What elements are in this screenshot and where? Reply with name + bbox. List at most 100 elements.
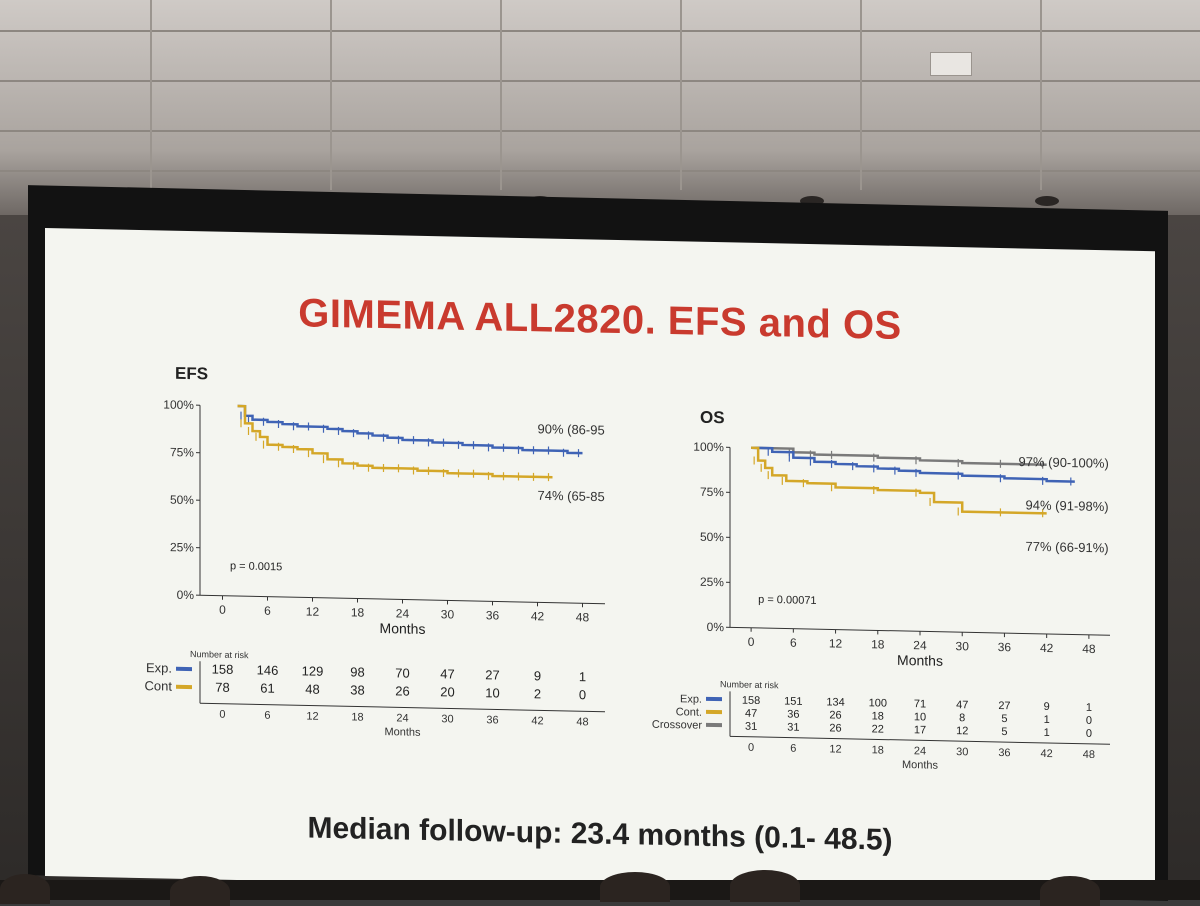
risk-table-axis (200, 703, 605, 711)
risk-table-tick-label: 30 (956, 746, 968, 758)
survival-estimate-label: 97% (90-100%) (1019, 454, 1109, 471)
risk-count: 146 (257, 662, 279, 677)
survival-estimate-label: 94% (91-98%) (1026, 497, 1109, 514)
risk-count: 5 (1001, 713, 1007, 725)
risk-count: 1 (1044, 727, 1050, 739)
risk-count: 8 (959, 712, 965, 724)
survival-estimate-label: 77% (66-91%) (1026, 539, 1109, 556)
risk-count: 151 (784, 695, 802, 707)
risk-row-label: Cont (145, 678, 173, 694)
risk-table-tick-label: 42 (1041, 748, 1053, 760)
risk-count: 100 (869, 697, 887, 709)
risk-count: 20 (440, 684, 454, 699)
ceiling-light (1035, 196, 1059, 206)
risk-row-label: Crossover (652, 719, 702, 732)
x-tick-label: 30 (956, 639, 970, 653)
x-axis-title: Months (380, 620, 426, 637)
risk-count: 27 (485, 667, 499, 682)
risk-count: 47 (745, 708, 757, 720)
os-panel-title: OS (700, 408, 725, 429)
x-tick-label: 36 (998, 640, 1012, 654)
ceiling-tile-line (0, 30, 1200, 32)
risk-count: 129 (302, 663, 324, 678)
x-tick-label: 18 (351, 605, 365, 619)
survival-estimate-label: 74% (65-85%) (538, 488, 606, 505)
risk-count: 31 (745, 721, 757, 733)
y-tick-label: 50% (700, 530, 724, 545)
ceiling-tile-line (0, 80, 1200, 82)
km-curve-crossover (751, 448, 1047, 465)
risk-count: 48 (305, 681, 319, 696)
risk-row-label: Exp. (680, 693, 702, 705)
risk-table-tick-label: 6 (264, 710, 270, 722)
risk-count: 36 (787, 709, 799, 721)
risk-count: 27 (998, 700, 1010, 712)
risk-table-tick-label: 24 (396, 712, 408, 724)
risk-count: 158 (212, 661, 234, 676)
x-tick-label: 24 (913, 638, 927, 652)
x-tick-label: 42 (531, 609, 545, 623)
risk-row-label: Exp. (146, 660, 172, 676)
risk-table-tick-label: 42 (531, 715, 543, 727)
y-tick-label: 0% (707, 620, 725, 634)
risk-table-tick-label: 24 (914, 745, 926, 757)
audience-head (1040, 876, 1100, 906)
efs-panel-title: EFS (175, 364, 208, 385)
risk-count: 98 (350, 664, 364, 679)
x-tick-label: 36 (486, 608, 500, 622)
risk-count: 1 (1044, 714, 1050, 726)
risk-table-header: Number at risk (190, 649, 249, 660)
risk-count: 10 (914, 711, 926, 723)
x-tick-label: 6 (264, 604, 271, 618)
ceiling-tile-line (150, 0, 152, 190)
risk-table-tick-label: 18 (872, 744, 884, 756)
y-tick-label: 0% (177, 588, 195, 602)
presentation-slide: GIMEMA ALL2820. EFS and OS EFS OS 0% 25% 5… (45, 228, 1155, 899)
risk-count: 38 (350, 682, 364, 697)
x-tick-label: 30 (441, 607, 455, 621)
risk-table-tick-label: 48 (576, 716, 588, 728)
risk-count: 71 (914, 698, 926, 710)
audience-head (170, 876, 230, 906)
x-tick-label: 12 (306, 604, 320, 618)
risk-count: 61 (260, 681, 274, 696)
ceiling-tile-line (330, 0, 332, 190)
risk-count: 31 (787, 722, 799, 734)
risk-count: 26 (829, 722, 841, 734)
risk-row-label: Cont. (676, 706, 702, 719)
risk-count: 17 (914, 724, 926, 736)
x-tick-label: 6 (790, 636, 797, 650)
risk-table-x-title: Months (384, 726, 421, 739)
risk-count: 26 (829, 709, 841, 721)
risk-table-tick-label: 12 (306, 710, 318, 722)
risk-count: 26 (395, 683, 409, 698)
y-tick-label: 25% (700, 575, 724, 590)
ceiling-tile-line (680, 0, 682, 190)
risk-count: 1 (579, 669, 586, 684)
y-tick-label: 25% (170, 540, 194, 555)
risk-table-tick-label: 6 (790, 743, 796, 755)
risk-count: 70 (395, 665, 409, 680)
survival-estimate-label: 90% (86-95%) (538, 421, 606, 438)
x-tick-label: 48 (1082, 642, 1096, 656)
y-tick-label: 100% (163, 397, 194, 412)
risk-count: 18 (872, 710, 884, 722)
slide-title: GIMEMA ALL2820. EFS and OS (45, 286, 1155, 354)
y-tick-label: 50% (170, 493, 194, 508)
risk-table-tick-label: 36 (486, 714, 498, 726)
y-tick-label: 75% (170, 445, 194, 460)
risk-table-axis (730, 736, 1110, 744)
x-tick-label: 42 (1040, 641, 1054, 655)
audience (0, 880, 1200, 900)
risk-count: 134 (826, 696, 844, 708)
risk-table-tick-label: 48 (1083, 749, 1095, 761)
x-tick-label: 24 (396, 606, 410, 620)
risk-table-tick-label: 0 (748, 742, 754, 754)
risk-count: 158 (742, 695, 760, 707)
risk-table-tick-label: 0 (219, 709, 225, 721)
x-tick-label: 0 (748, 635, 755, 649)
km-curve-cont (238, 406, 553, 477)
risk-count: 2 (534, 686, 541, 701)
risk-table-tick-label: 18 (351, 711, 363, 723)
audience-head (600, 872, 670, 902)
